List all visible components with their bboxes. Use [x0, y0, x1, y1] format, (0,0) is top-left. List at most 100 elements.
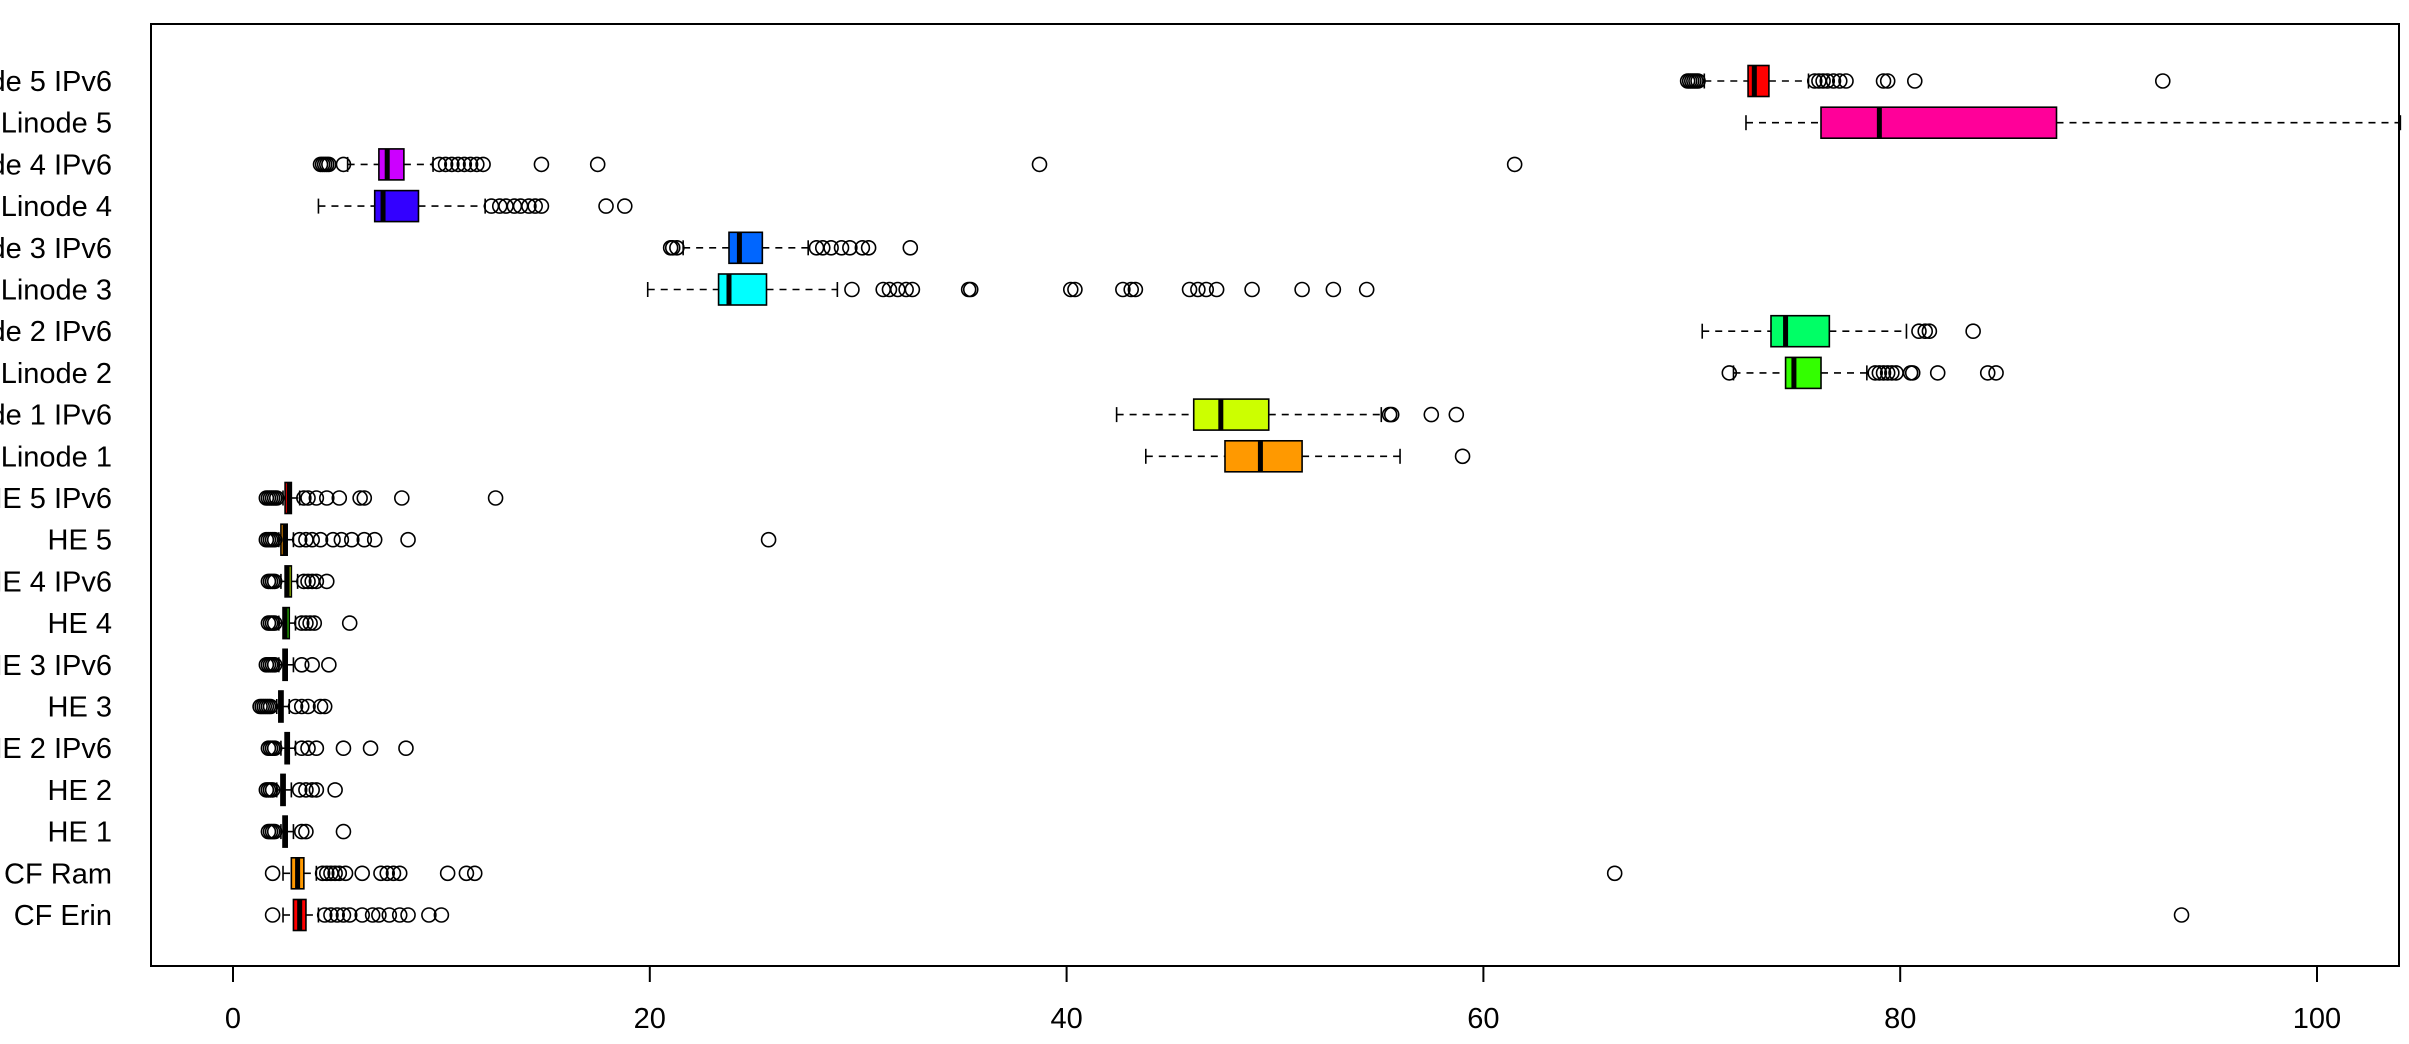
box-group	[1679, 64, 2171, 98]
outlier-point	[1294, 281, 1310, 298]
outlier-point	[266, 740, 283, 757]
outlier-point	[1917, 323, 1934, 340]
outlier-point	[421, 907, 437, 923]
outlier-point	[842, 240, 858, 256]
outlier-point	[1867, 365, 1883, 381]
outlier-point	[302, 615, 318, 631]
outlier-point	[483, 198, 500, 214]
outlier-point	[881, 281, 898, 298]
outlier-point	[1115, 281, 1131, 298]
outlier-point	[1244, 281, 1260, 298]
outlier-point	[1067, 281, 1083, 298]
category-label: Linode 3	[1, 275, 112, 307]
category-label: HE 4 IPv6	[0, 566, 112, 598]
category-label: HE 5	[48, 525, 112, 557]
outlier-point	[1979, 365, 1996, 381]
outlier-point	[341, 907, 358, 923]
plot-frame	[150, 23, 2400, 967]
outlier-point	[291, 531, 308, 548]
outlier-point	[335, 907, 352, 923]
outlier-point	[854, 240, 871, 256]
box	[1784, 356, 1822, 390]
outlier-point	[1988, 365, 2004, 381]
outlier-point	[293, 615, 310, 631]
outlier-point	[1031, 156, 1048, 173]
outlier-point	[844, 281, 860, 298]
outlier-point	[341, 615, 358, 631]
outlier-point	[329, 907, 346, 923]
outlier-point	[318, 573, 335, 590]
outlier-point	[616, 198, 633, 214]
outlier-point	[1815, 73, 1831, 89]
outlier-point	[444, 156, 460, 173]
category-label: Linode 2	[1, 358, 112, 390]
outlier-point	[308, 740, 325, 757]
category-label: CF Erin	[14, 900, 112, 932]
category-label: HE 4	[48, 608, 112, 640]
category-label: HE 1	[48, 817, 112, 849]
outlier-point	[323, 907, 339, 923]
outlier-point	[462, 156, 479, 173]
outlier-point	[898, 281, 914, 298]
box-group	[260, 565, 335, 598]
outlier-point	[1875, 365, 1892, 381]
outlier-point	[335, 823, 352, 840]
outlier-point	[356, 531, 373, 548]
outlier-point	[1358, 281, 1375, 298]
outlier-point	[589, 156, 606, 173]
box-group	[317, 189, 633, 223]
outlier-point	[325, 531, 341, 548]
outlier-point	[1911, 323, 1927, 340]
outlier-point	[1062, 281, 1079, 298]
outlier-point	[266, 573, 283, 590]
category-label: HE 2	[48, 775, 112, 807]
box	[1820, 106, 2058, 139]
outlier-point	[327, 782, 343, 798]
outlier-point	[1879, 73, 1896, 89]
outlier-point	[371, 907, 387, 923]
outlier-point	[814, 240, 831, 256]
category-label: HE 3	[48, 692, 112, 724]
outlier-point	[664, 240, 681, 256]
x-tick-label: 60	[1467, 1003, 1499, 1035]
outlier-point	[1325, 281, 1342, 298]
outlier-point	[298, 615, 314, 631]
outlier-point	[2173, 907, 2190, 923]
outlier-point	[598, 198, 614, 214]
outlier-point	[1690, 73, 1706, 89]
outlier-point	[400, 531, 416, 548]
outlier-point	[833, 240, 850, 256]
outlier-point	[354, 907, 371, 923]
category-label: CF Ram	[4, 858, 112, 890]
outlier-point	[316, 698, 333, 715]
outlier-point	[385, 865, 402, 882]
box-group	[1721, 356, 2004, 390]
outlier-point	[266, 531, 283, 548]
box-group	[646, 273, 1375, 306]
outlier-point	[1875, 73, 1892, 89]
outlier-point	[379, 865, 396, 882]
outlier-point	[466, 865, 483, 882]
outlier-point	[300, 740, 316, 757]
box-group	[260, 815, 352, 848]
outlier-point	[316, 907, 333, 923]
box-group	[260, 606, 358, 640]
outlier-point	[1906, 73, 1923, 89]
outlier-point	[291, 782, 308, 798]
outlier-point	[398, 740, 414, 757]
outlier-point	[962, 281, 979, 298]
box-group	[260, 731, 414, 765]
outlier-point	[298, 782, 314, 798]
category-label: Linode 1	[1, 441, 112, 473]
outlier-point	[1929, 365, 1946, 381]
outlier-point	[364, 907, 381, 923]
outlier-point	[391, 865, 408, 882]
box-group	[252, 690, 333, 723]
box-group	[1745, 106, 2402, 139]
category-label: Linode 5 IPv6	[0, 66, 112, 98]
category-label: Linode 1 IPv6	[0, 400, 112, 432]
outlier-point	[456, 156, 473, 173]
outlier-point	[304, 531, 320, 548]
outlier-point	[335, 156, 352, 173]
x-tick-label: 80	[1884, 1003, 1916, 1035]
